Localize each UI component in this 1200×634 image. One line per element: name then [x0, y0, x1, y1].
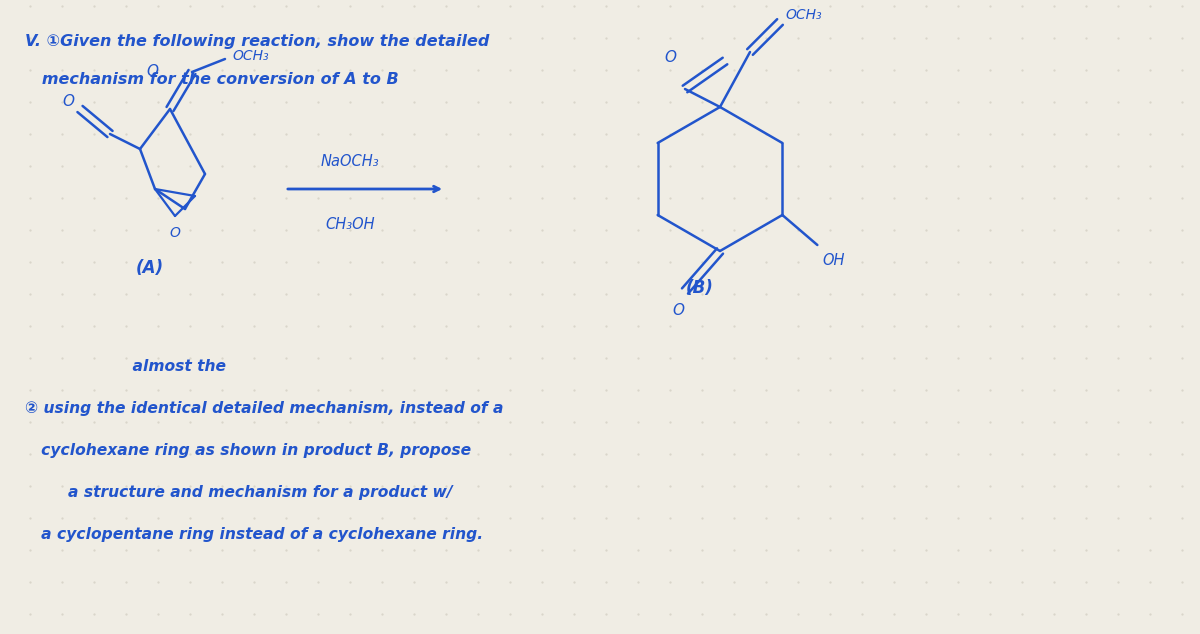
Text: a cyclopentane ring instead of a cyclohexane ring.: a cyclopentane ring instead of a cyclohe… — [25, 527, 484, 542]
Text: CH₃OH: CH₃OH — [325, 217, 374, 232]
Text: O: O — [169, 226, 180, 240]
Text: (A): (A) — [136, 259, 164, 277]
Text: O: O — [664, 49, 676, 65]
Text: O: O — [146, 63, 158, 79]
Text: mechanism for the conversion of A to B: mechanism for the conversion of A to B — [25, 72, 398, 87]
Text: O: O — [672, 303, 684, 318]
Text: a structure and mechanism for a product w/: a structure and mechanism for a product … — [25, 485, 452, 500]
Text: NaOCH₃: NaOCH₃ — [320, 154, 379, 169]
Text: O: O — [62, 94, 74, 110]
Text: V. ①Given the following reaction, show the detailed: V. ①Given the following reaction, show t… — [25, 34, 490, 49]
Text: cyclohexane ring as shown in product B, propose: cyclohexane ring as shown in product B, … — [25, 443, 472, 458]
Text: OH: OH — [822, 253, 845, 268]
Text: (B): (B) — [686, 279, 714, 297]
Text: OCH₃: OCH₃ — [232, 49, 269, 63]
Text: OCH₃: OCH₃ — [785, 8, 822, 22]
Text: ② using the identical detailed mechanism, instead of a: ② using the identical detailed mechanism… — [25, 401, 504, 416]
Text: almost the: almost the — [25, 359, 226, 374]
